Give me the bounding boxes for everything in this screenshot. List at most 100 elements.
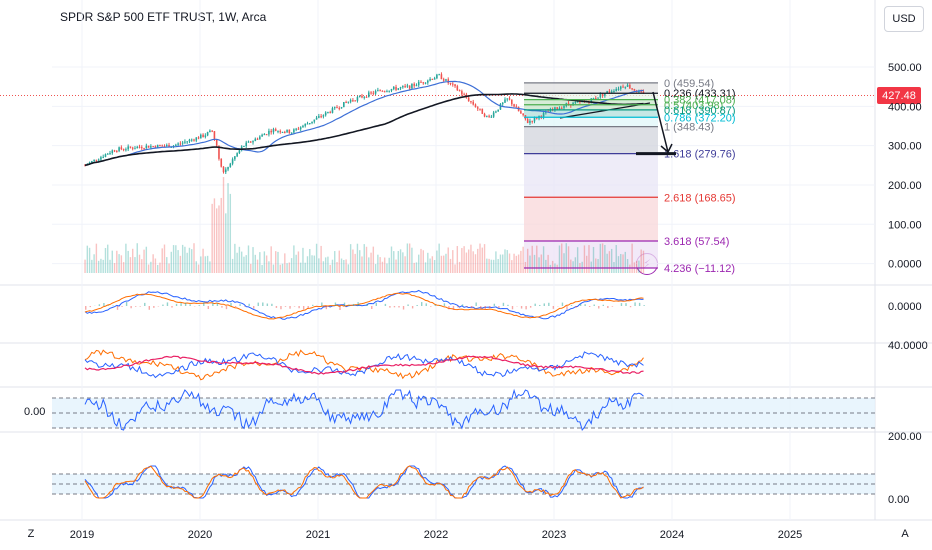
volume-bar — [104, 247, 107, 273]
candle-body — [531, 120, 534, 122]
macd-histogram-bar — [602, 304, 604, 306]
volume-bar — [168, 263, 170, 273]
zoom-button[interactable]: Z — [27, 528, 35, 540]
volume-bar — [290, 258, 293, 273]
macd-histogram-bar — [225, 306, 228, 310]
volume-bar — [340, 258, 343, 273]
candle-body — [599, 94, 602, 98]
volume-bar — [270, 246, 272, 273]
fib-level-label: 2.618 (168.65) — [664, 192, 736, 204]
volume-bar — [631, 243, 633, 273]
candle-body — [311, 121, 313, 124]
candle-body — [615, 89, 618, 92]
candle-body — [458, 90, 461, 92]
candle-body — [474, 104, 477, 108]
candle-body — [249, 141, 252, 143]
macd-histogram-bar — [175, 303, 178, 306]
volume-bar — [177, 250, 179, 273]
volume-bar — [470, 244, 472, 273]
macd-histogram-bar — [148, 306, 150, 310]
volume-bar — [118, 254, 120, 273]
volume-bar — [490, 259, 493, 273]
macd-histogram-bar — [271, 303, 273, 306]
candle-body — [147, 145, 150, 148]
volume-bar — [420, 248, 422, 273]
macd-histogram-bar — [207, 306, 210, 310]
fib-zone — [524, 104, 658, 110]
volume-bar — [150, 261, 152, 273]
fib-level-label: 0.236 (433.31) — [664, 88, 736, 100]
macd-histogram-bar — [411, 306, 414, 309]
y-tick-label: 500.00 — [888, 62, 922, 74]
volume-bar — [622, 254, 624, 273]
macd-histogram-bar — [566, 306, 568, 310]
candle-body — [352, 100, 354, 102]
x-tick-label: 2025 — [778, 529, 802, 541]
volume-bar — [506, 250, 508, 273]
volume-bar — [567, 246, 570, 273]
candle-body — [476, 107, 479, 109]
candle-body — [211, 130, 213, 132]
candle-body — [200, 134, 202, 139]
volume-bar — [318, 258, 320, 273]
volume-bar — [467, 249, 470, 273]
candle-body — [495, 111, 497, 113]
candle-body — [238, 150, 241, 154]
candle-body — [479, 108, 481, 110]
macd-histogram-bar — [502, 302, 505, 306]
candle-body — [386, 91, 388, 93]
rsi-left-label: 0.00 — [24, 406, 45, 418]
macd-histogram-bar — [325, 306, 328, 310]
projection-arrow — [652, 91, 673, 154]
ma-short-line — [84, 80, 644, 166]
candle-body — [567, 103, 570, 105]
volume-bar — [595, 258, 597, 273]
candle-body — [218, 145, 220, 159]
volume-bar — [200, 256, 202, 273]
macd-histogram-bar — [103, 303, 105, 306]
dmi-plus-line — [84, 349, 644, 381]
macd-histogram-bar — [425, 303, 427, 306]
candle-body — [511, 99, 513, 105]
candle-body — [322, 115, 325, 117]
axes: 2019 2020 2021 2022 2023 2024 2025 500.00 400.00… — [24, 62, 928, 541]
candle-body — [104, 154, 107, 157]
macd-histogram-bar — [134, 306, 137, 307]
macd-histogram-bar — [466, 306, 468, 308]
candle-body — [136, 146, 139, 149]
fib-level-label: 1.618 (279.76) — [664, 149, 736, 161]
volume-bar — [247, 245, 250, 273]
auto-scale-button[interactable]: A — [901, 528, 909, 540]
volume-bar — [327, 256, 329, 273]
candle-body — [576, 101, 579, 103]
candle-body — [145, 145, 148, 149]
candle-body — [374, 91, 377, 94]
macd-histogram-bar — [638, 302, 641, 306]
candle-body — [234, 156, 236, 160]
volume-bar — [427, 252, 429, 273]
volume-bar — [268, 261, 270, 273]
volume-bar — [386, 263, 388, 273]
macd-histogram-bar — [525, 306, 527, 310]
currency-button[interactable]: USD — [884, 6, 924, 32]
candle-body — [204, 135, 207, 138]
macd-histogram-bar — [112, 305, 114, 306]
macd-histogram-bar — [334, 302, 337, 306]
macd-histogram-bar — [130, 306, 132, 309]
volume-bar — [397, 250, 399, 273]
candle-body — [102, 156, 104, 158]
volume-bar — [181, 244, 184, 273]
volume-bar — [152, 254, 154, 273]
volume-bar — [436, 250, 438, 273]
candle-body — [170, 146, 173, 148]
volume-bar — [363, 244, 365, 273]
candle-body — [120, 147, 123, 150]
x-tick-label: 2023 — [542, 529, 566, 541]
volume-bar — [620, 253, 622, 273]
volume-bar — [147, 264, 150, 273]
volume-bar — [295, 254, 297, 273]
macd-histogram-bar — [371, 306, 373, 309]
candle-body — [188, 139, 191, 142]
volume-bar — [261, 264, 263, 273]
